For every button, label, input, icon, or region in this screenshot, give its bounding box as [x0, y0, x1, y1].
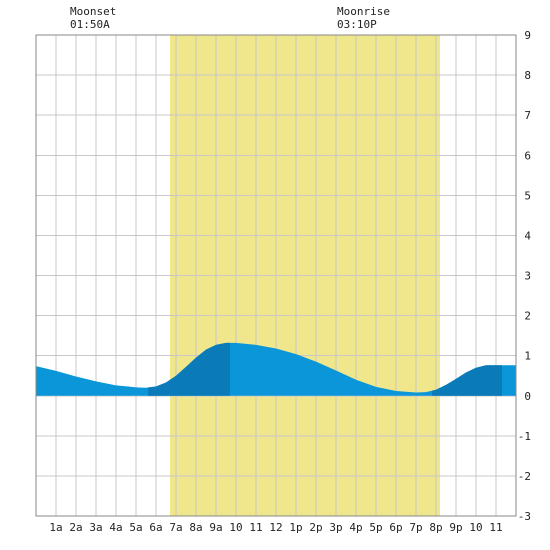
x-tick-label: 1a	[49, 521, 62, 534]
y-tick-label: -3	[518, 510, 531, 523]
x-tick-label: 9p	[449, 521, 462, 534]
y-tick-label: -1	[518, 430, 531, 443]
x-tick-label: 8p	[429, 521, 442, 534]
x-tick-label: 5a	[129, 521, 142, 534]
x-tick-label: 2p	[309, 521, 322, 534]
moonrise-time: 03:10P	[337, 18, 377, 31]
x-tick-label: 4p	[349, 521, 362, 534]
x-tick-label: 4a	[109, 521, 122, 534]
x-tick-label: 6p	[389, 521, 402, 534]
y-tick-label: 4	[524, 229, 531, 242]
x-tick-label: 11	[489, 521, 502, 534]
y-tick-label: 1	[524, 350, 531, 363]
x-tick-label: 8a	[189, 521, 202, 534]
x-tick-label: 2a	[69, 521, 82, 534]
x-tick-label: 3p	[329, 521, 342, 534]
plot-frame	[35, 34, 517, 517]
x-axis-tick-labels: 1a 2a 3a 4a 5a 6a 7a 8a 9a 10 11 12 1p 2p 3p 4p 5p 6p 7p 8p…	[49, 521, 502, 534]
moonset-time: 01:50A	[70, 18, 110, 31]
x-tick-label: 10	[469, 521, 482, 534]
x-tick-label: 11	[249, 521, 262, 534]
y-tick-label: 2	[524, 310, 531, 323]
x-tick-label: 7a	[169, 521, 182, 534]
x-tick-label: 1p	[289, 521, 302, 534]
x-tick-label: 3a	[89, 521, 102, 534]
x-tick-label: 12	[269, 521, 282, 534]
moonrise-label: Moonrise	[337, 5, 390, 18]
y-tick-label: 8	[524, 69, 531, 82]
moonset-label: Moonset	[70, 5, 116, 18]
x-tick-label: 7p	[409, 521, 422, 534]
tide-level-area	[36, 342, 516, 396]
y-tick-label: 0	[524, 390, 531, 403]
y-tick-label: 6	[524, 149, 531, 162]
y-tick-label: 7	[524, 109, 531, 122]
x-tick-label: 9a	[209, 521, 222, 534]
x-tick-label: 6a	[149, 521, 162, 534]
y-tick-label: -2	[518, 470, 531, 483]
y-tick-label: 3	[524, 270, 531, 283]
y-axis-tick-labels: 9 8 7 6 5 4 3 2 1 0 -1 -2 -3	[518, 29, 532, 523]
x-tick-label: 10	[229, 521, 242, 534]
x-tick-label: 5p	[369, 521, 382, 534]
y-tick-label: 9	[524, 29, 531, 42]
y-tick-label: 5	[524, 189, 531, 202]
plot-grid	[36, 35, 516, 516]
